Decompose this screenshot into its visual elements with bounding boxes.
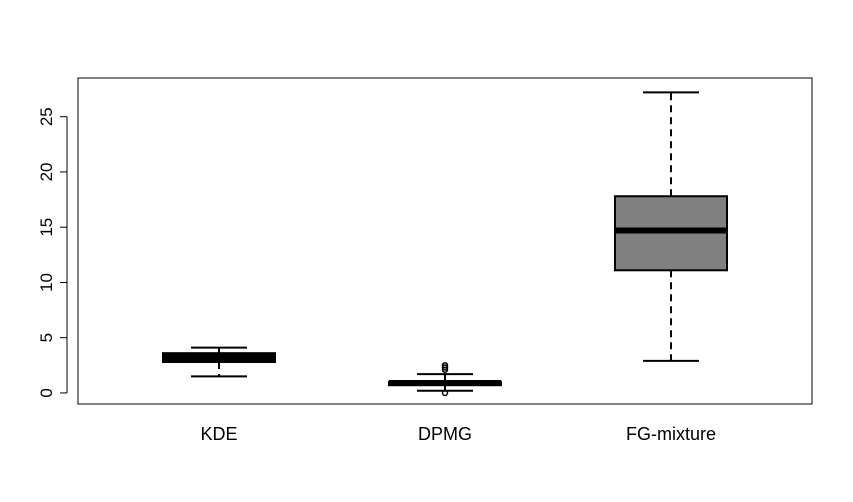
y-tick-label-10: 10 [37,273,56,292]
y-tick-label-5: 5 [37,333,56,342]
y-tick-label-20: 20 [37,162,56,181]
box-fg-mixture [614,91,728,362]
outlier-dpmg-0 [441,389,449,397]
x-label-fg-mixture: FG-mixture [626,424,716,444]
outlier-dpmg-2 [441,364,449,371]
plot-frame [77,77,813,405]
y-tick-label-25: 25 [37,107,56,126]
y-axis: 0 5 10 15 20 25 [37,107,68,398]
y-tick-label-0: 0 [37,388,56,397]
y-tick-label-15: 15 [37,218,56,237]
x-label-dpmg: DPMG [418,424,472,444]
boxes [162,91,728,397]
x-label-kde: KDE [200,424,237,444]
box-kde [162,346,276,378]
outlier-dpmg-3 [441,362,449,369]
x-axis-labels: KDE DPMG FG-mixture [200,424,716,444]
box-dpmg [388,362,502,397]
